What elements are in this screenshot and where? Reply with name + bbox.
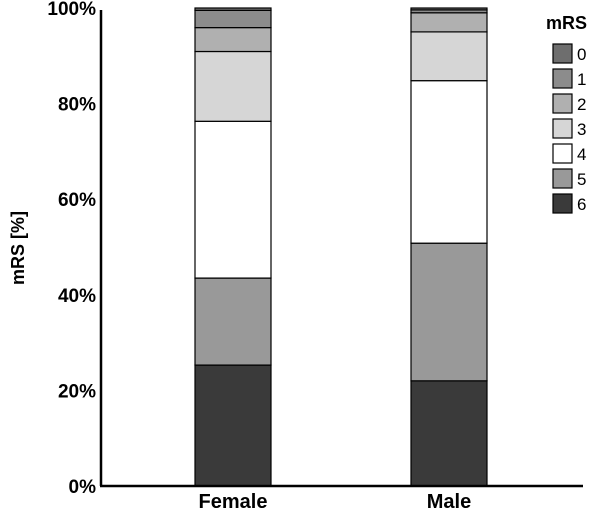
y-tick-label: 60% xyxy=(58,190,96,211)
legend-swatch-1 xyxy=(552,68,573,89)
bar-segment-female-mrs-1 xyxy=(194,9,272,29)
bar-segment-female-mrs-2 xyxy=(194,26,272,53)
legend-label: 3 xyxy=(577,120,586,139)
bar-segment-female-mrs-6 xyxy=(194,364,272,487)
bars-group xyxy=(194,7,488,487)
legend-label: 2 xyxy=(577,95,586,114)
bar-segment-male-mrs-2 xyxy=(410,12,488,33)
bar-segment-male-mrs-3 xyxy=(410,31,488,82)
bar-segment-female-mrs-0 xyxy=(194,7,272,11)
legend-label: 1 xyxy=(577,70,586,89)
legend-label: 0 xyxy=(577,45,586,64)
legend-label: 6 xyxy=(577,195,586,214)
y-tick-label: 40% xyxy=(58,286,96,307)
legend-swatch-4 xyxy=(552,143,573,164)
y-axis-title: mRS [%] xyxy=(8,211,28,285)
y-tick-label: 0% xyxy=(69,477,97,498)
y-tick-label: 80% xyxy=(58,95,96,116)
bar-segment-male-mrs-5 xyxy=(410,242,488,382)
bar-segment-male-mrs-0 xyxy=(410,7,488,11)
y-tick-labels: 0% 20% 40% 60% 80% 100% xyxy=(47,0,96,498)
bar-segment-male-mrs-6 xyxy=(410,380,488,487)
legend: mRS 0 1 2 3 4 5 6 xyxy=(546,13,587,214)
bar-segment-female-mrs-3 xyxy=(194,50,272,122)
legend-swatch-0 xyxy=(552,43,573,64)
y-tick-label: 100% xyxy=(47,0,96,20)
y-tick-label: 20% xyxy=(58,381,96,402)
legend-label: 5 xyxy=(577,170,586,189)
x-category-labels: Female Male xyxy=(199,491,472,511)
x-category-label: Female xyxy=(199,491,268,511)
legend-title: mRS xyxy=(546,13,587,33)
legend-swatch-5 xyxy=(552,168,573,189)
legend-swatch-3 xyxy=(552,118,573,139)
bar-segment-female-mrs-5 xyxy=(194,277,272,366)
x-category-label: Male xyxy=(427,491,471,511)
legend-swatch-6 xyxy=(552,193,573,214)
legend-label: 4 xyxy=(577,145,586,164)
bar-segment-male-mrs-4 xyxy=(410,80,488,244)
bar-segment-female-mrs-4 xyxy=(194,120,272,279)
legend-swatch-2 xyxy=(552,93,573,114)
